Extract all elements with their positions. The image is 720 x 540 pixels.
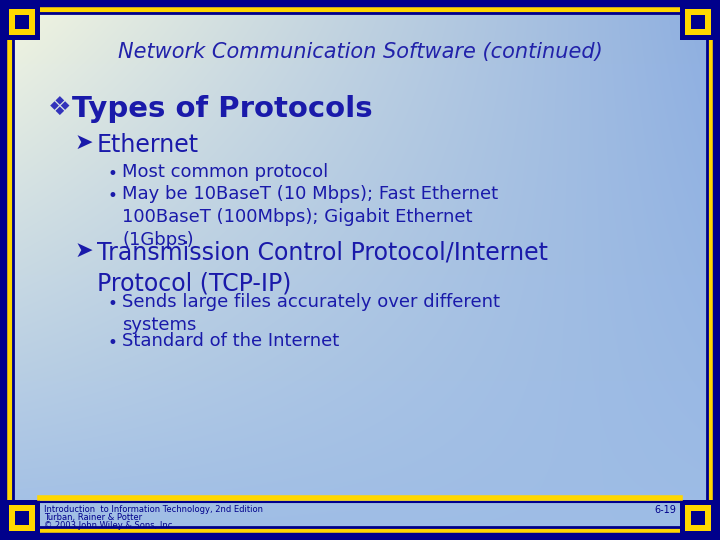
Bar [680, 500, 716, 536]
Bar [691, 511, 705, 525]
Text: Sends large files accurately over different
systems: Sends large files accurately over differ… [122, 293, 500, 334]
Bar [4, 4, 40, 40]
Bar [685, 9, 711, 35]
Text: ❖: ❖ [48, 95, 71, 121]
Bar [4, 500, 40, 536]
Text: Introduction  to Information Technology, 2nd Edition: Introduction to Information Technology, … [44, 505, 263, 514]
Text: © 2003 John Wiley & Sons, Inc.: © 2003 John Wiley & Sons, Inc. [44, 521, 175, 530]
Text: 6-19: 6-19 [654, 505, 676, 515]
Bar [680, 4, 716, 40]
Text: Standard of the Internet: Standard of the Internet [122, 332, 339, 350]
Text: •: • [108, 295, 118, 313]
Bar [9, 505, 35, 531]
Text: Transmission Control Protocol/Internet
Protocol (TCP-IP): Transmission Control Protocol/Internet P… [97, 241, 548, 296]
Text: Most common protocol: Most common protocol [122, 163, 328, 181]
Text: Ethernet: Ethernet [97, 133, 199, 157]
Text: •: • [108, 334, 118, 352]
Text: •: • [108, 165, 118, 183]
Text: Types of Protocols: Types of Protocols [72, 95, 373, 123]
Text: ➤: ➤ [75, 241, 94, 261]
Bar [685, 505, 711, 531]
Text: •: • [108, 187, 118, 205]
Text: Turban, Rainer & Potter: Turban, Rainer & Potter [44, 513, 142, 522]
Text: May be 10BaseT (10 Mbps); Fast Ethernet
100BaseT (100Mbps); Gigabit Ethernet
(1G: May be 10BaseT (10 Mbps); Fast Ethernet … [122, 185, 498, 249]
Bar [9, 9, 35, 35]
Bar [691, 15, 705, 29]
Bar [15, 15, 29, 29]
Text: Network Communication Software (continued): Network Communication Software (continue… [117, 42, 603, 62]
Bar [15, 511, 29, 525]
Text: ➤: ➤ [75, 133, 94, 153]
